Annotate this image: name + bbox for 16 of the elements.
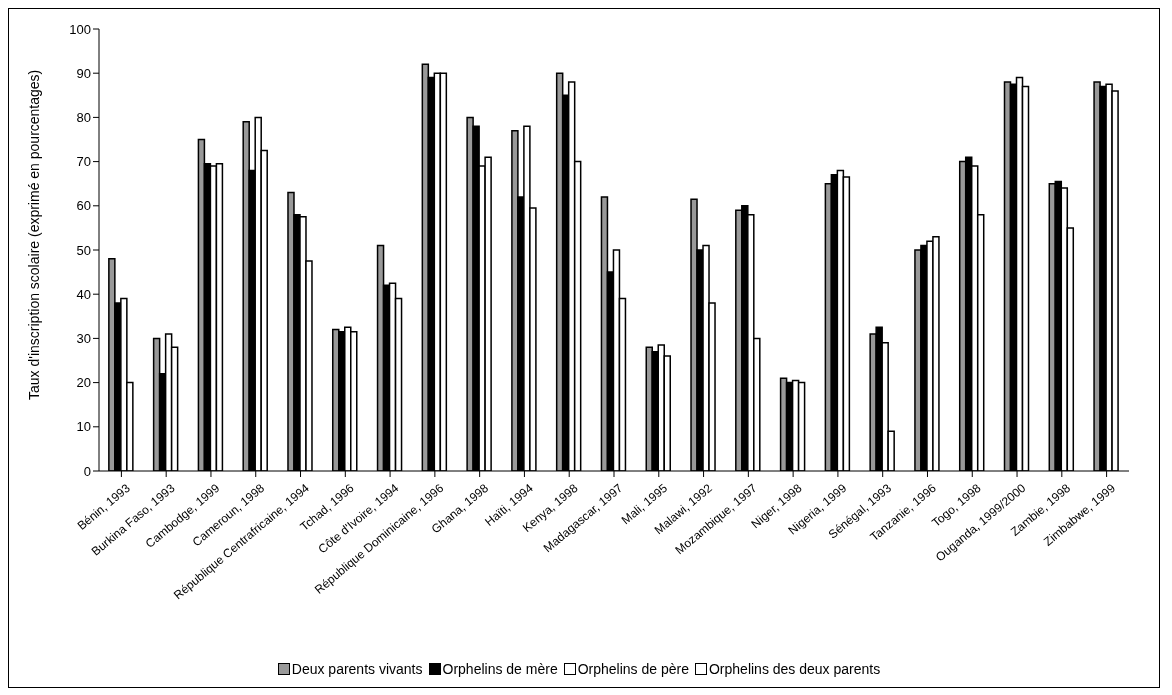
y-tick-label: 80 [76,110,91,126]
y-tick-label: 70 [76,154,91,170]
y-axis-title: Taux d'inscription scolaire (exprimé en pourcentages) [25,69,42,400]
y-tick-label: 40 [76,286,91,302]
y-tick-label: 0 [83,463,91,479]
legend-label: Deux parents vivants [290,661,423,677]
legend-label: Orphelins de mère [441,661,558,677]
y-tick-label: 100 [69,21,91,37]
legend-label: Orphelins de père [576,661,689,677]
y-tick-label: 90 [76,65,91,81]
y-tick-label: 30 [76,331,91,347]
y-tick-label: 60 [76,198,91,214]
y-tick-label: 50 [76,242,91,258]
legend-label: Orphelins des deux parents [708,661,881,677]
y-tick-label: 20 [76,375,91,391]
y-tick-label: 10 [76,419,91,435]
